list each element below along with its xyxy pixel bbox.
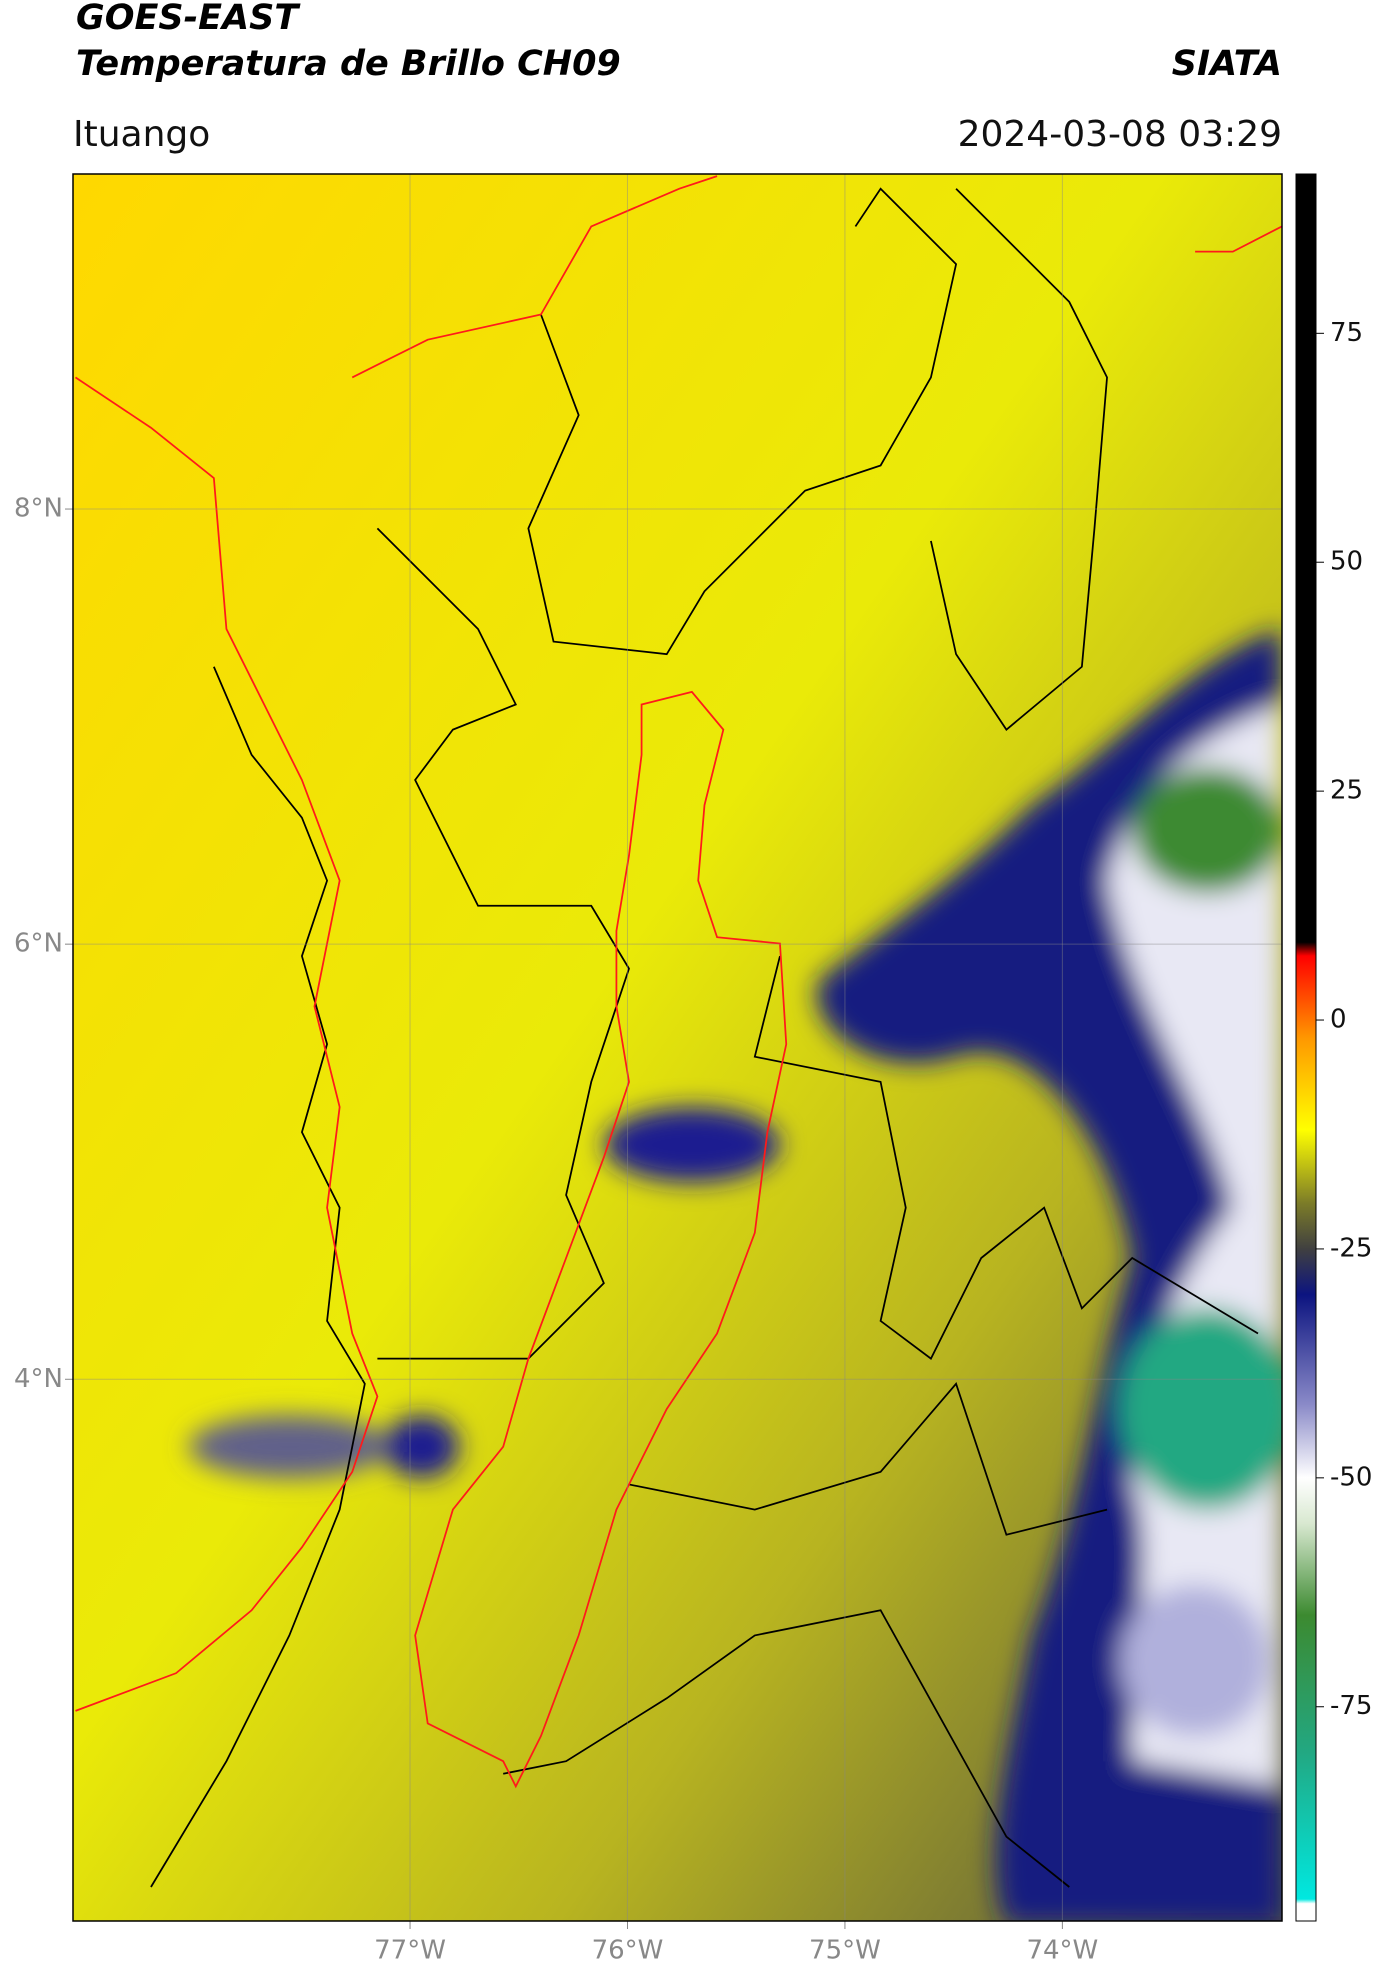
y-tick-label: 8°N [14,494,63,524]
x-tick-label: 77°W [374,1936,446,1966]
colorbar-tick-label: -50 [1330,1462,1372,1492]
colorbar-tick-label: 50 [1330,547,1363,577]
timestamp: 2024-03-08 03:29 [958,114,1282,155]
colorbar-tick-label: 0 [1330,1005,1347,1035]
x-tick-label: 74°W [1026,1936,1098,1966]
subtitle: Temperatura de Brillo CH09 [76,44,621,84]
y-tick-label: 4°N [14,1364,63,1394]
x-tick-label: 75°W [809,1936,881,1966]
colorbar [1295,173,1317,1922]
colorbar-tick-label: -75 [1330,1691,1372,1721]
map-frame [72,173,1283,1922]
y-tick-label: 6°N [14,929,63,959]
region: Ituango [73,114,210,155]
colorbar-tick-label: -25 [1330,1233,1372,1263]
x-tick-label: 76°W [592,1936,664,1966]
title: GOES-EAST [76,0,301,38]
colorbar-tick-label: 25 [1330,776,1363,806]
map [73,174,1282,1921]
brand: SIATA [1172,44,1282,84]
colorbar-tick-label: 75 [1330,318,1363,348]
